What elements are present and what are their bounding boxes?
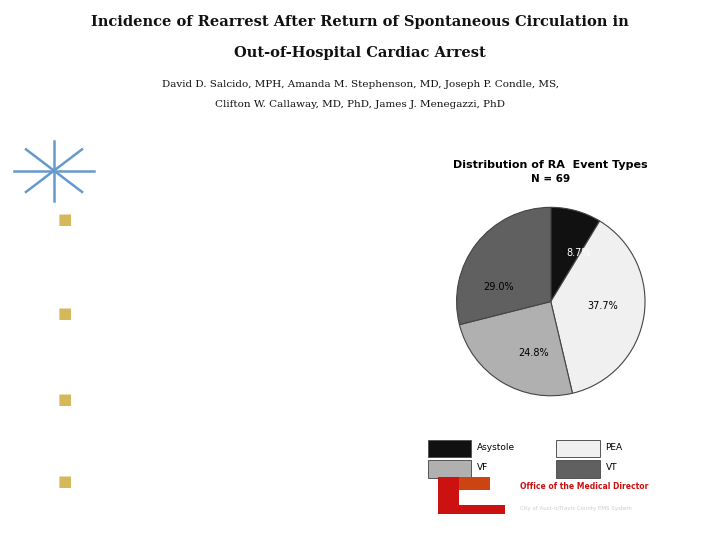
Bar — [428, 440, 472, 457]
Text: PEA: PEA — [606, 443, 623, 452]
Text: 24.8%: 24.8% — [518, 348, 549, 359]
Text: ■: ■ — [58, 474, 72, 489]
Text: Office of the Medical Director: Office of the Medical Director — [520, 482, 648, 491]
Text: Clifton W. Callaway, MD, PhD, James J. Menegazzi, PhD: Clifton W. Callaway, MD, PhD, James J. M… — [215, 99, 505, 109]
Bar — [438, 477, 459, 514]
Bar — [459, 477, 490, 490]
Text: 8.7%: 8.7% — [567, 247, 591, 258]
Text: ■: ■ — [58, 392, 72, 407]
Text: 37.7%: 37.7% — [588, 301, 618, 311]
Text: Rearrest in 36%: Rearrest in 36% — [104, 392, 266, 410]
Text: ROSC in 27.4%: ROSC in 27.4% — [104, 306, 253, 324]
Text: Incidence of Rearrest After Return of Spontaneous Circulation in: Incidence of Rearrest After Return of Sp… — [91, 15, 629, 29]
Bar — [428, 460, 472, 477]
Text: ■: ■ — [58, 212, 72, 227]
Wedge shape — [456, 207, 551, 325]
Bar — [557, 440, 600, 457]
Text: 1,199 Cardiac: 1,199 Cardiac — [104, 212, 243, 230]
Text: -6.3): -6.3) — [119, 528, 169, 540]
Text: 29.0%: 29.0% — [484, 282, 514, 293]
Text: Out-of-Hospital Cardiac Arrest: Out-of-Hospital Cardiac Arrest — [234, 46, 486, 60]
Text: David D. Salcido, MPH, Amanda M. Stephenson, MD, Joseph P. Condle, MS,: David D. Salcido, MPH, Amanda M. Stephen… — [161, 79, 559, 89]
Wedge shape — [459, 301, 572, 396]
Text: – Median 3.1 min (1.6: – Median 3.1 min (1.6 — [119, 501, 284, 516]
Text: VT: VT — [606, 463, 617, 472]
Text: City of Aust-n/Travis County EMS System: City of Aust-n/Travis County EMS System — [520, 507, 631, 511]
Text: Asystole: Asystole — [477, 443, 515, 452]
Wedge shape — [551, 207, 600, 301]
Text: N = 69: N = 69 — [531, 174, 570, 184]
Text: Arrests: Arrests — [104, 238, 178, 256]
Text: ■: ■ — [58, 306, 72, 321]
Text: VF: VF — [477, 463, 488, 472]
Bar — [438, 505, 505, 514]
Text: Time to rearrest: Time to rearrest — [104, 474, 270, 492]
Wedge shape — [551, 221, 645, 393]
Bar — [557, 460, 600, 477]
Text: Distribution of RA  Event Types: Distribution of RA Event Types — [454, 160, 648, 170]
